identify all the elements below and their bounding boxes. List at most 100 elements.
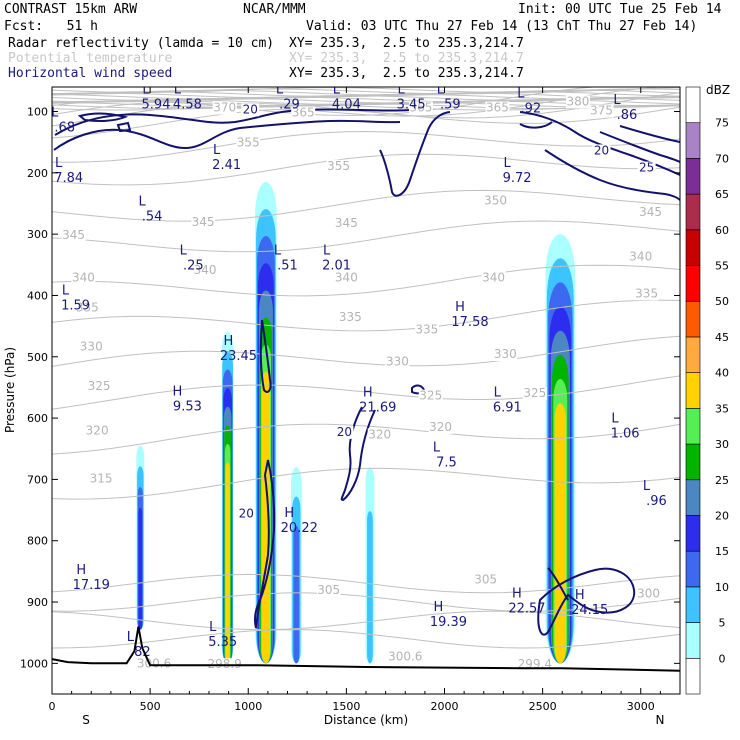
extremum-value: .29 [279, 97, 300, 112]
wind-contour-core-west [77, 112, 129, 122]
y-tick-label: 200 [27, 167, 48, 180]
colorbar-level-label: 30 [715, 438, 729, 451]
colorbar: 0 5 10 15 20 25 30 35 40 45 50 55 60 65 70 75 [685, 86, 729, 695]
wind-contour-upper-east-4 [619, 125, 680, 143]
extremum-value: .68 [54, 121, 75, 136]
theta-label-bg [71, 271, 96, 285]
theta-label: 340 [629, 250, 652, 264]
stratosphere-isentrope [52, 103, 680, 110]
theta-label-bg [481, 271, 506, 285]
extremum-value: 7.5 [436, 455, 457, 470]
isentrope-line [52, 130, 680, 163]
theta-label: 325 [523, 386, 546, 400]
wind-contour-labels: 20 20 25 20 20 [237, 102, 656, 521]
extremum-kind: L [51, 106, 59, 121]
isentrope-line [52, 335, 680, 367]
extremum-kind: L [494, 385, 502, 400]
extremum-kind: L [213, 143, 221, 158]
wind-contour-label: 25 [639, 161, 654, 175]
field-wind-xy: XY= 235.3, 2.5 to 235.3,214.7 [289, 66, 524, 81]
theta-isentropes [52, 87, 680, 649]
x-tick-label: 2000 [431, 700, 459, 713]
colorbar-swatch [685, 300, 701, 338]
theta-label-bg [236, 136, 261, 150]
extremum-value: .59 [440, 97, 461, 112]
extremum-kind: L [209, 620, 217, 635]
theta-label-bg [428, 420, 453, 434]
theta-label: 300 [637, 587, 660, 601]
y-tick-label: 1000 [20, 657, 48, 670]
reflectivity-band [138, 507, 143, 630]
colorbar-level-label: 65 [715, 188, 729, 201]
colorbar-swatch [685, 193, 701, 231]
extremum-kind: L [643, 479, 651, 494]
colorbar-level-label: 35 [715, 402, 729, 415]
theta-label-bg [418, 389, 443, 403]
theta-label-bg [634, 287, 659, 301]
isentrope-line [52, 299, 680, 332]
theta-label-bg [628, 250, 653, 264]
colorbar-swatch [685, 515, 701, 552]
theta-label-bg [638, 205, 663, 219]
y-axis-title: Pressure (hPa) [3, 347, 17, 433]
theta-label: 370 [213, 101, 236, 115]
colorbar-level-label: 25 [715, 474, 729, 487]
extremum-kind: H [455, 300, 465, 315]
theta-label-bg [485, 101, 510, 115]
x-tick-label: 1500 [332, 700, 360, 713]
extremum-kind: H [512, 586, 522, 601]
theta-label: 335 [76, 300, 99, 314]
theta-label: 365 [409, 101, 432, 115]
theta-label-bg [393, 650, 418, 664]
wind-contour-label: 20 [337, 425, 352, 439]
theta-label-bg [367, 428, 392, 442]
colorbar-swatch [685, 443, 701, 481]
x-tick-label: 1000 [234, 700, 262, 713]
y-tick-label: 900 [27, 596, 48, 609]
extremum-kind: L [127, 630, 135, 645]
colorbar-level-label: 55 [715, 260, 729, 273]
theta-label: 340 [194, 263, 217, 277]
theta-label: 300.6 [137, 657, 171, 671]
theta-label-bg [565, 95, 590, 109]
colorbar-level-label: 5 [719, 617, 726, 630]
isentrope-line [52, 189, 680, 222]
isentrope-line [52, 375, 680, 410]
wind-contour-low-west [254, 459, 276, 629]
theta-label-bg [316, 584, 341, 598]
theta-label: 340 [335, 270, 358, 284]
low-isentrope [52, 592, 680, 612]
extremum-value: .25 [183, 259, 204, 274]
wind-contours [53, 108, 680, 636]
theta-label: 365 [292, 105, 315, 119]
theta-label-bg [408, 101, 433, 115]
extremum-kind: L [398, 82, 406, 97]
colorbar-swatch [685, 622, 701, 659]
theta-label: 335 [635, 286, 658, 300]
wind-contour-upper-west [54, 108, 411, 136]
theta-label: 345 [62, 228, 85, 242]
extremum-value: .51 [277, 259, 298, 274]
extremum-kind: L [503, 156, 511, 171]
extrema-labels: L5.94L4.58L.29L4.04L3.45L.59L.92L.86L.68… [51, 82, 667, 660]
extremum-value: 24.15 [571, 603, 608, 618]
wind-contour-convective-core [259, 319, 272, 393]
center-name: NCAR/MMM [243, 2, 306, 17]
extremum-kind: L [613, 93, 621, 108]
extremum-kind: L [55, 156, 63, 171]
extremum-kind: H [173, 385, 183, 400]
colorbar-level-label: 20 [715, 509, 729, 522]
wind-contour-label: 20 [243, 102, 258, 116]
colorbar-level-label: 70 [715, 152, 729, 165]
theta-label: 340 [72, 270, 95, 284]
theta-label: 355 [327, 159, 350, 173]
theta-label-bg [61, 229, 86, 243]
theta-label-bg [589, 104, 614, 118]
colorbar-level-label: 0 [719, 652, 726, 665]
init-time: Init: 00 UTC Tue 25 Feb 14 [518, 2, 722, 17]
theta-label-bg [193, 264, 218, 278]
extremum-value: .92 [521, 102, 542, 117]
extremum-kind: L [274, 244, 282, 259]
extremum-value: 21.69 [359, 400, 396, 415]
theta-label-bg [291, 106, 316, 120]
